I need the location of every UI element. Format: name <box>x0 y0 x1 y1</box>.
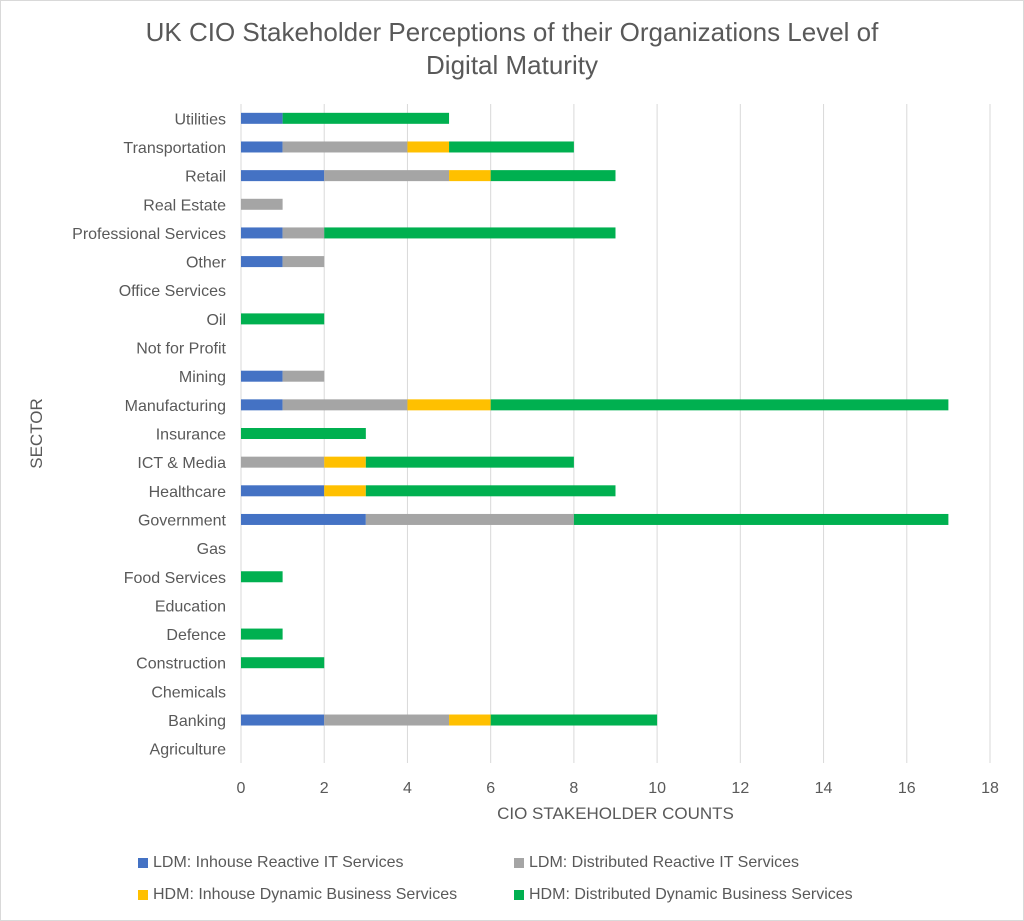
bar-oil-series-3 <box>241 313 325 325</box>
bar-ict-media-series-2 <box>324 456 366 468</box>
y-tick-label-government: Government <box>138 512 227 529</box>
chart-title: UK CIO Stakeholder Perceptions of their … <box>0 16 1024 82</box>
x-axis-title: CIO STAKEHOLDER COUNTS <box>497 804 734 823</box>
bar-mining-series-0 <box>241 370 283 382</box>
y-tick-label-food-services: Food Services <box>124 570 226 587</box>
bar-retail-series-1 <box>324 170 450 182</box>
x-tick-label-16: 16 <box>898 780 916 797</box>
bar-government-series-0 <box>241 513 366 525</box>
y-tick-label-real-estate: Real Estate <box>143 197 226 214</box>
y-tick-label-office-services: Office Services <box>119 283 226 300</box>
x-tick-label-6: 6 <box>486 780 495 797</box>
x-tick-label-14: 14 <box>815 780 833 797</box>
bar-defence-series-3 <box>241 628 283 640</box>
bar-insurance-series-3 <box>241 428 366 439</box>
y-tick-label-manufacturing: Manufacturing <box>125 398 226 415</box>
bar-other-series-0 <box>241 256 283 268</box>
bar-banking-series-0 <box>241 714 325 726</box>
bar-manufacturing-series-0 <box>241 399 283 411</box>
y-axis-title: SECTOR <box>27 398 46 469</box>
y-tick-label-gas: Gas <box>197 541 226 558</box>
bar-healthcare-series-2 <box>324 485 366 497</box>
bar-retail-series-2 <box>449 170 491 182</box>
bar-other-series-1 <box>282 256 325 268</box>
legend-label-0: LDM: Inhouse Reactive IT Services <box>153 854 404 871</box>
bar-banking-series-3 <box>490 714 658 726</box>
bar-manufacturing-series-1 <box>282 399 408 411</box>
bar-ict-media-series-3 <box>365 456 574 468</box>
legend-swatch-3 <box>514 890 524 900</box>
bar-banking-series-1 <box>324 714 450 726</box>
bar-retail-series-3 <box>490 170 616 182</box>
x-tick-label-12: 12 <box>731 780 749 797</box>
bar-banking-series-2 <box>449 714 491 726</box>
bar-professional-services-series-1 <box>282 227 325 239</box>
bar-manufacturing-series-3 <box>490 399 949 411</box>
legend-swatch-2 <box>138 890 148 900</box>
legend-label-1: LDM: Distributed Reactive IT Services <box>529 854 800 871</box>
bar-utilities-series-0 <box>241 112 283 124</box>
x-tick-label-2: 2 <box>320 780 329 797</box>
y-tick-label-not-for-profit: Not for Profit <box>136 341 226 358</box>
legend-item-0: LDM: Inhouse Reactive IT Services <box>138 854 403 872</box>
y-tick-label-chemicals: Chemicals <box>151 684 226 701</box>
bar-transportation-series-1 <box>282 141 408 153</box>
y-tick-label-oil: Oil <box>206 312 226 329</box>
bar-real-estate-series-1 <box>241 198 283 210</box>
y-tick-label-agriculture: Agriculture <box>150 742 227 759</box>
x-tick-label-8: 8 <box>569 780 578 797</box>
y-tick-label-banking: Banking <box>168 713 226 730</box>
y-tick-label-other: Other <box>186 255 227 272</box>
bar-transportation-series-2 <box>407 141 450 153</box>
bar-professional-services-series-0 <box>241 227 283 239</box>
bar-transportation-series-0 <box>241 141 283 153</box>
bar-healthcare-series-3 <box>365 485 616 497</box>
bar-government-series-3 <box>573 513 949 525</box>
bar-healthcare-series-0 <box>241 485 325 497</box>
chart-title-line-1: UK CIO Stakeholder Perceptions of their … <box>145 17 879 47</box>
chart-title-line-2: Digital Maturity <box>426 50 598 80</box>
y-tick-label-insurance: Insurance <box>156 427 226 444</box>
legend-label-3: HDM: Distributed Dynamic Business Servic… <box>529 886 853 903</box>
y-tick-label-mining: Mining <box>179 369 226 386</box>
legend-item-2: HDM: Inhouse Dynamic Business Services <box>138 886 457 904</box>
bar-construction-series-3 <box>241 657 325 669</box>
legend-item-1: LDM: Distributed Reactive IT Services <box>514 854 799 872</box>
y-tick-label-transportation: Transportation <box>123 140 226 157</box>
bar-professional-services-series-3 <box>324 227 616 239</box>
y-tick-label-utilities: Utilities <box>174 111 226 128</box>
legend-label-2: HDM: Inhouse Dynamic Business Services <box>153 886 458 903</box>
bar-utilities-series-3 <box>282 112 450 124</box>
legend-item-3: HDM: Distributed Dynamic Business Servic… <box>514 886 853 904</box>
bar-government-series-1 <box>365 513 574 525</box>
bar-food-services-series-3 <box>241 571 283 583</box>
y-tick-label-education: Education <box>155 598 226 615</box>
bar-transportation-series-3 <box>449 141 574 153</box>
bar-mining-series-1 <box>282 370 325 382</box>
x-tick-label-4: 4 <box>403 780 412 797</box>
y-tick-label-ict-media: ICT & Media <box>137 455 226 472</box>
x-tick-label-0: 0 <box>237 780 246 797</box>
y-tick-label-construction: Construction <box>136 656 226 673</box>
y-tick-label-retail: Retail <box>185 169 226 186</box>
legend-swatch-1 <box>514 858 524 868</box>
y-tick-label-professional-services: Professional Services <box>72 226 226 243</box>
bar-manufacturing-series-2 <box>407 399 491 411</box>
x-tick-label-10: 10 <box>648 780 666 797</box>
legend-swatch-0 <box>138 858 148 868</box>
y-tick-label-defence: Defence <box>166 627 226 644</box>
bar-retail-series-0 <box>241 170 325 182</box>
y-tick-label-healthcare: Healthcare <box>149 484 226 501</box>
x-tick-label-18: 18 <box>981 780 999 797</box>
bar-ict-media-series-1 <box>241 456 325 468</box>
